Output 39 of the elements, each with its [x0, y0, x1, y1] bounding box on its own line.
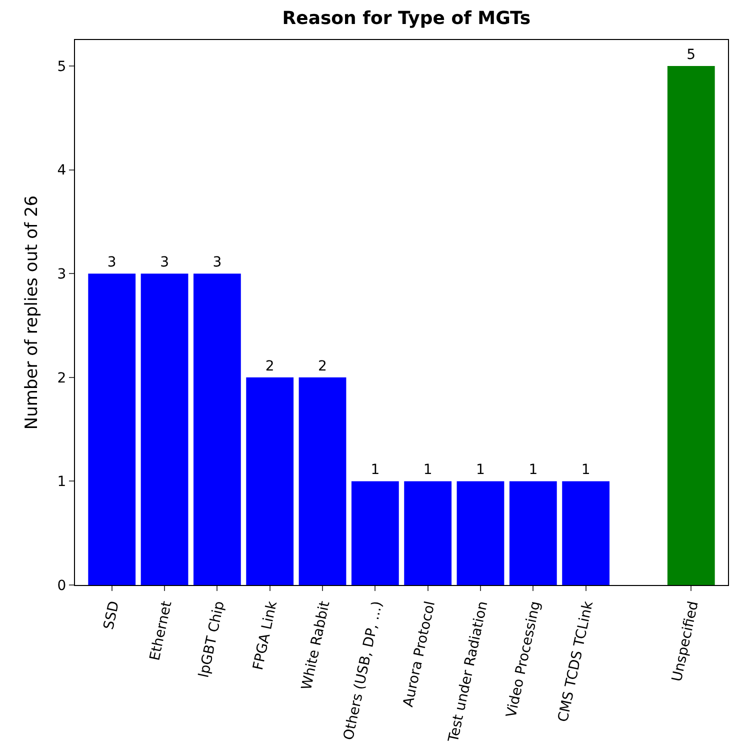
data-label: 2: [265, 358, 274, 374]
bar: [193, 274, 241, 585]
y-tick-label: 2: [57, 370, 66, 386]
bar: [404, 481, 452, 585]
x-tick-label: SSD: [101, 600, 123, 632]
bar: [351, 481, 399, 585]
y-tick-label: 5: [57, 58, 66, 75]
chart-title: Reason for Type of MGTs: [282, 8, 531, 29]
x-tick-label: Test under Radiation: [446, 600, 492, 745]
bar: [667, 66, 715, 585]
bar: [562, 481, 610, 585]
y-tick-label: 4: [57, 162, 66, 179]
y-tick-label: 0: [57, 578, 66, 594]
x-tick-label: White Rabbit: [298, 599, 334, 692]
y-tick-label: 1: [57, 474, 66, 490]
data-label: 3: [212, 254, 222, 271]
data-label: 1: [423, 462, 432, 478]
bar: [140, 274, 188, 585]
bar: [298, 377, 346, 585]
data-label: 1: [581, 462, 590, 478]
bar: [509, 481, 557, 585]
x-tick-label: FPGA Link: [250, 598, 281, 672]
x-tick-label: lpGBT Chip: [196, 600, 228, 680]
data-label: 1: [476, 462, 485, 478]
data-label: 5: [686, 46, 696, 63]
data-label: 1: [370, 462, 380, 478]
x-tick-label: Ethernet: [147, 599, 176, 662]
data-label: 3: [160, 254, 169, 271]
bar: [88, 274, 136, 585]
bar: [456, 481, 504, 585]
y-axis-title: Number of replies out of 26: [22, 195, 42, 430]
data-label: 1: [528, 462, 538, 478]
x-tick-label: Others (USB, DP, ...): [340, 600, 386, 742]
data-label: 2: [318, 358, 327, 374]
data-label: 3: [107, 254, 116, 271]
x-tick-label: Aurora Protocol: [400, 600, 439, 708]
y-tick-label: 3: [57, 266, 66, 282]
x-tick-label: CMS TCDS TCLink: [555, 598, 597, 724]
bar: [246, 377, 294, 585]
